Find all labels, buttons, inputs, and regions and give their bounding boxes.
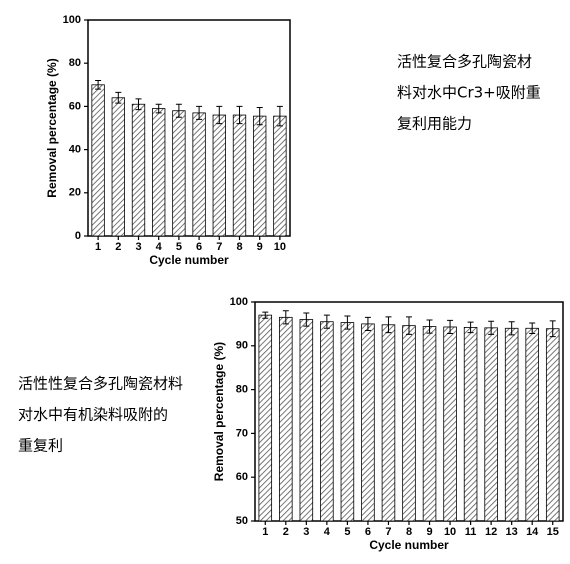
bar (402, 325, 416, 522)
y-axis-label: Removal percentage (%) (45, 58, 59, 197)
plot-frame (87, 19, 291, 237)
caption-line: 对水中有机染料吸附的 (18, 406, 168, 424)
bar (484, 327, 498, 522)
y-tick-label: 80 (236, 384, 248, 396)
bar (253, 115, 267, 237)
x-tick-label: 1 (95, 241, 101, 253)
x-tick-label: 2 (115, 241, 121, 253)
x-tick-label: 10 (274, 241, 286, 253)
bar (525, 327, 539, 522)
x-tick-label: 8 (406, 526, 412, 538)
error-bar (467, 321, 474, 334)
x-tick-label: 6 (365, 526, 371, 538)
error-bar (256, 106, 263, 126)
bar (232, 114, 247, 237)
error-bar (488, 320, 495, 335)
x-tick-label: 8 (236, 241, 242, 253)
bar (152, 108, 166, 237)
x-axis-label: Cycle number (149, 253, 229, 267)
bar (279, 316, 293, 522)
error-bar (447, 319, 454, 335)
x-tick-label: 2 (283, 526, 289, 538)
error-bar (303, 312, 310, 327)
x-tick-label: 7 (216, 241, 222, 253)
error-bar (155, 103, 162, 114)
x-tick-label: 1 (262, 526, 268, 538)
bar (212, 114, 226, 237)
y-tick-label: 50 (236, 515, 248, 527)
error-bar (175, 103, 182, 118)
error-bar (196, 105, 203, 120)
error-bar (508, 321, 515, 336)
caption-line: 活性复合多孔陶瓷材 (397, 53, 532, 71)
error-bar (529, 322, 536, 335)
error-bar (426, 319, 433, 334)
y-tick-label: 40 (69, 144, 81, 156)
error-bar (115, 91, 122, 104)
caption-line: 料对水中Cr3+吸附重 (397, 84, 541, 102)
bar (443, 326, 457, 522)
x-tick-label: 5 (176, 241, 182, 253)
bar (504, 327, 519, 522)
bar (91, 84, 105, 237)
bar (361, 323, 375, 522)
x-tick-label: 13 (506, 526, 518, 538)
y-tick-label: 90 (236, 340, 248, 352)
bar (273, 115, 287, 237)
y-tick-label: 60 (236, 471, 248, 483)
x-tick-label: 11 (465, 526, 477, 538)
error-bar (364, 316, 371, 331)
x-tick-label: 7 (385, 526, 391, 538)
x-tick-label: 3 (135, 241, 141, 253)
bar (131, 103, 146, 237)
y-tick-label: 60 (69, 100, 81, 112)
bar (172, 110, 186, 237)
error-bar (385, 316, 392, 334)
y-tick-label: 20 (69, 187, 81, 199)
error-bar (549, 320, 556, 338)
error-bar (276, 105, 283, 127)
error-bar (135, 98, 142, 111)
x-tick-label: 15 (547, 526, 559, 538)
error-bar (323, 314, 330, 329)
y-tick-label: 100 (230, 296, 248, 308)
x-tick-label: 4 (156, 241, 163, 253)
x-tick-label: 10 (444, 526, 456, 538)
error-bar (262, 311, 269, 319)
bar (258, 314, 273, 522)
bar (340, 322, 355, 522)
bar (111, 97, 125, 237)
x-tick-label: 5 (344, 526, 350, 538)
x-tick-label: 3 (303, 526, 309, 538)
x-tick-label: 6 (196, 241, 202, 253)
y-tick-label: 0 (75, 230, 81, 242)
bar (192, 112, 206, 237)
error-bar (344, 315, 351, 330)
y-tick-label: 80 (69, 57, 81, 69)
bar (422, 326, 437, 522)
caption-line: 复利用能力 (397, 115, 472, 133)
caption-line: 重复利 (18, 437, 63, 455)
x-axis-label: Cycle number (369, 538, 449, 552)
x-tick-label: 4 (324, 526, 331, 538)
x-tick-label: 9 (257, 241, 263, 253)
bar (299, 319, 314, 522)
bar (381, 324, 396, 522)
caption-line: 活性性复合多孔陶瓷材料 (18, 375, 183, 393)
bar (545, 328, 560, 522)
error-bar (282, 310, 289, 325)
y-tick-label: 70 (236, 427, 248, 439)
bar (320, 321, 334, 522)
error-bar (406, 316, 412, 335)
y-tick-label: 100 (63, 14, 81, 26)
bar (463, 327, 478, 522)
error-bar (95, 79, 102, 90)
y-axis-label: Removal percentage (%) (212, 342, 226, 481)
x-tick-label: 9 (426, 526, 432, 538)
error-bar (236, 105, 243, 125)
error-bar (216, 105, 223, 125)
x-tick-label: 14 (526, 526, 539, 538)
x-tick-label: 12 (485, 526, 497, 538)
